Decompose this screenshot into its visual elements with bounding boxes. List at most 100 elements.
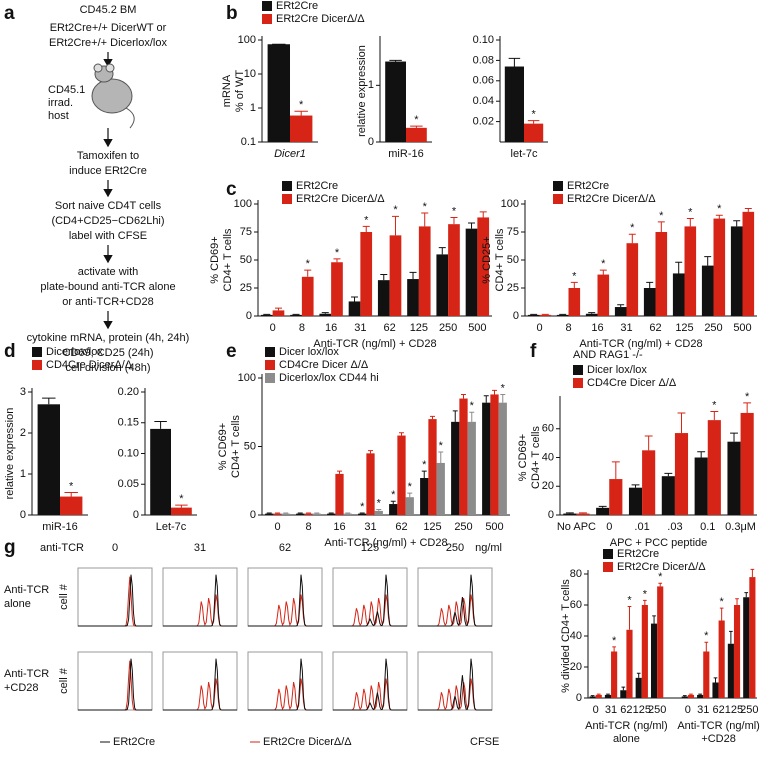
- step-text: (CD4+CD25−CD62Lhi): [51, 215, 164, 227]
- y-tick-label: 0.10: [473, 34, 494, 46]
- legend-swatch: [282, 194, 292, 204]
- bar-chart: 0.02 0.04 0.06 0.08 0.10 let-7c *: [473, 34, 548, 160]
- bar: [609, 479, 623, 515]
- error-bar: [658, 582, 663, 587]
- hist-frame: [77, 567, 153, 627]
- y-tick-label: 50: [240, 254, 252, 266]
- bar: [626, 629, 633, 698]
- x-axis-label: Anti-TCR (ng/ml): [585, 720, 668, 732]
- error-bar: [617, 304, 625, 308]
- y-tick-label: 100: [238, 372, 256, 384]
- x-tick-label: 31: [697, 704, 709, 716]
- y-tick-label: 50: [244, 440, 256, 452]
- x-tick-label: 62: [712, 704, 724, 716]
- error-bar: [606, 693, 610, 695]
- y-axis-label: % CD25+: [481, 236, 493, 283]
- bar: [527, 314, 540, 316]
- bar: [451, 421, 460, 515]
- x-tick-label: 0: [270, 322, 276, 334]
- bar: [490, 394, 499, 515]
- legend-swatch: [573, 378, 583, 388]
- legend-label: CD4Cre Dicer Δ/Δ: [279, 359, 369, 371]
- bar: [524, 123, 544, 142]
- hist-curve: [163, 678, 237, 711]
- significance-star: *: [179, 493, 184, 505]
- error-bar: [646, 281, 654, 288]
- legend-label: ERt2Cre DicerΔ/Δ: [263, 736, 352, 748]
- bar: [312, 513, 321, 515]
- x-tick-label: 125: [423, 521, 441, 533]
- hist-curve: [333, 658, 407, 711]
- legend-swatch: [603, 549, 613, 559]
- bar: [290, 115, 313, 142]
- significance-star: *: [377, 497, 382, 509]
- x-tick-label: 125: [410, 322, 428, 334]
- error-bar: [636, 672, 641, 678]
- error-bar: [399, 432, 404, 436]
- y-tick-label: 1: [368, 79, 374, 91]
- error-bar: [710, 411, 719, 421]
- bar: [389, 504, 398, 515]
- legend-swatch: [262, 14, 272, 24]
- y-axis-label: % CD69+: [217, 423, 229, 470]
- x-tick-label: let-7c: [511, 148, 538, 160]
- error-bar: [500, 393, 506, 403]
- error-bar: [391, 215, 399, 236]
- hist-y-label: cell #: [58, 583, 70, 610]
- bar: [661, 476, 675, 515]
- legend-label: ERt2Cre DicerΔ/Δ: [296, 193, 385, 205]
- bar: [37, 404, 60, 515]
- bar: [687, 694, 695, 698]
- bar: [150, 428, 171, 515]
- error-bar: [421, 470, 427, 479]
- y-axis-label: CD4+ T cells: [530, 426, 542, 489]
- error-bar: [627, 606, 632, 630]
- bar: [482, 402, 491, 515]
- x-tick-label: 0: [536, 322, 542, 334]
- significance-star: *: [69, 480, 74, 492]
- legend-label: ERt2Cre: [567, 180, 609, 192]
- x-tick-label: 0: [274, 521, 280, 533]
- hist-curve: [163, 594, 237, 627]
- y-tick-label: 10: [244, 68, 256, 80]
- x-tick-label: 16: [591, 322, 603, 334]
- significance-star: *: [531, 108, 536, 120]
- significance-star: *: [452, 205, 457, 217]
- legend-label: ERt2Cre: [276, 0, 318, 12]
- bar: [406, 127, 427, 142]
- legend-label: ERt2Cre: [113, 736, 155, 748]
- step-text: cytokine mRNA, protein (4h, 24h): [27, 332, 190, 344]
- error-bar: [530, 313, 538, 315]
- error-bar: [409, 271, 417, 280]
- y-tick-label: 100: [238, 34, 256, 46]
- error-bar: [452, 410, 458, 422]
- error-bar: [263, 313, 271, 315]
- x-tick-label: 31: [605, 704, 617, 716]
- significance-star: *: [659, 210, 664, 222]
- significance-star: *: [630, 222, 635, 234]
- x-tick-label: Let-7c: [156, 521, 187, 533]
- y-tick-label: 75: [240, 226, 252, 238]
- bar: [642, 450, 656, 515]
- y-tick-label: 0.15: [118, 417, 139, 429]
- bar: [428, 419, 437, 515]
- significance-star: *: [688, 206, 693, 218]
- bar: [459, 398, 468, 515]
- hist-curve: [248, 678, 322, 711]
- step-text: host: [48, 110, 69, 122]
- error-bar: [492, 389, 497, 395]
- error-bar: [314, 512, 320, 514]
- legend-label: Dicer lox/lox: [587, 364, 647, 376]
- error-bar: [333, 258, 341, 263]
- step-text: ERt2Cre+/+ DicerWT or: [50, 22, 167, 34]
- row-label: +CD28: [4, 682, 39, 694]
- error-bar: [713, 677, 718, 683]
- y-tick-label: 0.20: [118, 386, 139, 398]
- error-bar: [390, 500, 396, 505]
- bar: [672, 273, 685, 316]
- legend-swatch: [553, 194, 563, 204]
- hist-curve: [78, 574, 152, 627]
- error-bar: [42, 397, 56, 405]
- legend-label: ERt2Cre: [617, 548, 659, 560]
